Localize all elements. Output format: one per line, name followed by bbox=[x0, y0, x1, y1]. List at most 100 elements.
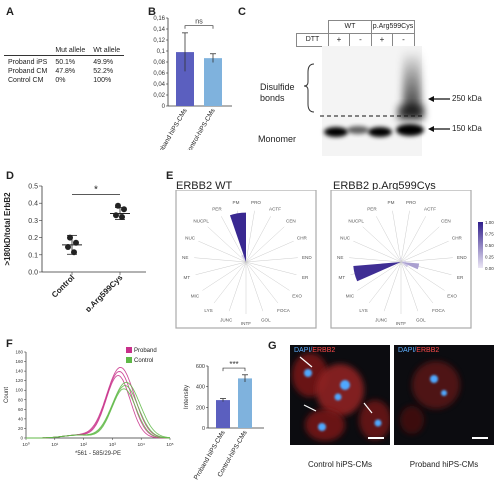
spoke-label: ER bbox=[302, 275, 309, 280]
panel-a-label: A bbox=[6, 6, 14, 18]
spoke-label: NUCPL bbox=[193, 219, 209, 224]
panel-g-label: G bbox=[268, 340, 277, 352]
spoke-label: FOCA bbox=[277, 308, 291, 313]
y-axis-label: >180kD/total ErbB2 bbox=[3, 192, 12, 266]
radial-wedge bbox=[401, 262, 420, 270]
y-tick-label: 180 bbox=[15, 350, 23, 355]
spoke-label: FOCA bbox=[432, 308, 446, 313]
y-tick-label: 0,08 bbox=[153, 60, 165, 66]
radial-spoke bbox=[195, 261, 247, 276]
x-tick-label: 10¹ bbox=[51, 442, 58, 448]
erbb2-label: ERBB2 bbox=[312, 347, 336, 354]
x-tick-label: 10³ bbox=[109, 442, 116, 448]
table-cell: Proband iPS bbox=[8, 59, 48, 66]
data-point bbox=[113, 212, 119, 219]
radial-spoke bbox=[357, 261, 402, 291]
radial-spoke bbox=[368, 261, 402, 304]
disulfide-label: Disulfide bonds bbox=[260, 82, 295, 103]
x-tick-label: p.Arg599Cys bbox=[83, 273, 124, 312]
bar bbox=[176, 52, 194, 106]
y-tick-label: 200 bbox=[196, 405, 205, 411]
arrow-head bbox=[428, 126, 434, 132]
monomer-label: Monomer bbox=[258, 134, 297, 144]
spoke-label: JUNC bbox=[375, 318, 388, 323]
dtt-label: DTT bbox=[296, 33, 329, 47]
panel-b-label: B bbox=[148, 6, 156, 18]
radial-spoke bbox=[245, 216, 271, 263]
marker-150: 150 kDa bbox=[452, 124, 482, 133]
spoke-label: NE bbox=[182, 255, 188, 260]
radial-spoke bbox=[245, 261, 279, 304]
bar bbox=[238, 378, 252, 428]
y-tick-label: 0,1 bbox=[157, 49, 166, 55]
table-cell: 52.2% bbox=[93, 68, 114, 75]
significance-label: *** bbox=[229, 360, 238, 369]
radial-spoke bbox=[245, 261, 290, 291]
table-cell: 100% bbox=[93, 77, 112, 84]
table-row: Control CM 0% 100% bbox=[4, 76, 124, 85]
y-tick-label: 60 bbox=[18, 407, 24, 412]
blot-image bbox=[303, 46, 450, 156]
micrograph-proband-image bbox=[400, 361, 488, 439]
radial-wedge bbox=[399, 257, 401, 262]
blot-smear bbox=[403, 50, 421, 114]
radial-plots: PRO ACTF CEN CHR END ER EXO FOCA GOL INTF JUNC LYS M… bbox=[175, 190, 494, 329]
spoke-label: PM bbox=[233, 200, 240, 205]
table-header-wt: Wt allele bbox=[89, 46, 125, 56]
group-mut: p.Arg599Cys bbox=[371, 20, 415, 34]
bar bbox=[216, 400, 230, 428]
radial-spoke bbox=[245, 210, 255, 263]
spoke-label: NUC bbox=[340, 235, 351, 240]
legend-swatch bbox=[126, 357, 132, 363]
spoke-label: MIC bbox=[346, 293, 355, 298]
chart-d: 0.0 0.1 0.2 0.3 0.4 0.5 >180kD/total ErbB2 Cont… bbox=[3, 184, 146, 312]
spoke-label: LYS bbox=[204, 308, 212, 313]
radial-spoke bbox=[245, 257, 298, 263]
data-point bbox=[67, 234, 73, 241]
data-point bbox=[119, 213, 125, 220]
radial-wedge bbox=[353, 262, 401, 282]
radial-wedge bbox=[401, 262, 409, 268]
data-point bbox=[65, 244, 71, 251]
table-cell: 49.9% bbox=[93, 59, 114, 66]
colorbar-label: 0.75 bbox=[485, 232, 494, 237]
y-tick-label: 160 bbox=[15, 359, 23, 364]
table-row: Proband CM 47.8% 52.2% bbox=[4, 67, 124, 76]
y-tick-label: 0.0 bbox=[28, 270, 38, 277]
dapi-label: DAPI/ bbox=[398, 347, 417, 354]
radial-spoke bbox=[353, 240, 402, 263]
radial-spoke bbox=[362, 226, 402, 263]
radial-spoke bbox=[245, 240, 294, 263]
y-tick-label: 0,16 bbox=[153, 16, 165, 22]
colorbar bbox=[478, 222, 483, 268]
legend-swatch bbox=[126, 347, 132, 353]
spoke-label: ACTF bbox=[269, 206, 281, 211]
spoke-label: CEN bbox=[286, 219, 296, 224]
spoke-label: NE bbox=[337, 255, 343, 260]
radial-spoke bbox=[400, 261, 445, 291]
micrograph-proband: DAPI/ERBB2 bbox=[394, 345, 494, 445]
spoke-label: INTF bbox=[396, 321, 406, 326]
y-tick-label: 0,12 bbox=[153, 38, 165, 44]
y-tick-label: 0.5 bbox=[28, 184, 38, 191]
blot-bracket bbox=[303, 63, 315, 113]
radial-spoke bbox=[400, 240, 449, 263]
y-tick-label: 600 bbox=[196, 364, 205, 370]
radial-spoke bbox=[383, 261, 402, 312]
colorbar-label: 0.50 bbox=[485, 243, 494, 248]
histogram-curve bbox=[26, 381, 171, 439]
radial-title-wt: ERBB2 WT bbox=[176, 180, 233, 192]
blot-band bbox=[368, 127, 392, 137]
radial-wedge bbox=[241, 254, 246, 262]
colorbar-label: 1.00 bbox=[485, 220, 494, 225]
data-point bbox=[121, 206, 127, 213]
blot-band bbox=[398, 106, 424, 120]
group-wt: WT bbox=[328, 20, 372, 34]
spoke-label: NUC bbox=[185, 235, 196, 240]
spoke-label: JUNC bbox=[220, 318, 233, 323]
radial-spoke bbox=[245, 261, 264, 312]
radial-spoke bbox=[194, 257, 247, 263]
data-point bbox=[73, 239, 79, 246]
radial-spoke bbox=[400, 261, 434, 304]
